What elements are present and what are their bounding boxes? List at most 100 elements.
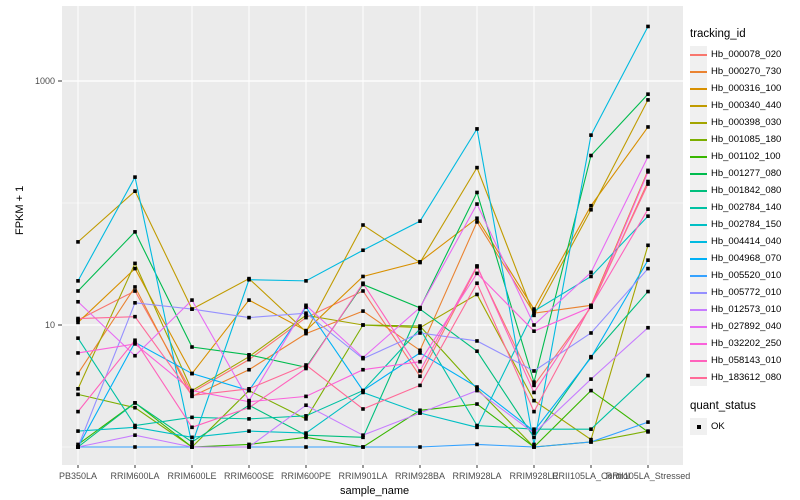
data-point	[475, 165, 479, 170]
data-point	[133, 301, 137, 305]
data-point	[532, 435, 536, 440]
data-point	[532, 442, 536, 447]
legend-item-label: Hb_058143_010	[711, 355, 782, 366]
data-point	[304, 417, 308, 421]
data-point	[589, 427, 593, 431]
data-point	[190, 298, 194, 302]
legend-key-swatch	[690, 267, 707, 284]
legend-item-Hb_001842_080: Hb_001842_080	[690, 182, 798, 199]
data-point	[76, 442, 80, 447]
data-point	[247, 445, 251, 449]
legend-item-Hb_000398_030: Hb_000398_030	[690, 114, 798, 131]
data-point	[304, 445, 308, 449]
data-point	[76, 240, 80, 244]
data-point	[304, 331, 308, 336]
data-point	[304, 305, 308, 309]
legend-item-Hb_002784_150: Hb_002784_150	[690, 216, 798, 233]
data-point	[247, 386, 251, 391]
data-point	[475, 339, 479, 343]
legend-item-Hb_000316_100: Hb_000316_100	[690, 80, 798, 97]
data-point	[190, 345, 194, 349]
data-point	[304, 433, 308, 437]
legend-entries: Hb_000078_020 Hb_000270_730 Hb_000316_100 H…	[690, 46, 798, 386]
data-point	[532, 323, 536, 327]
x-tick-label: RRIM600SE	[224, 471, 274, 481]
legend-item-Hb_005772_010: Hb_005772_010	[690, 284, 798, 301]
data-point	[418, 408, 422, 413]
data-point	[532, 398, 536, 403]
data-point	[646, 24, 650, 29]
data-point	[133, 425, 137, 430]
legend-key-swatch	[690, 284, 707, 301]
legend-color-line-icon	[690, 71, 707, 73]
legend-item-Hb_001277_080: Hb_001277_080	[690, 165, 798, 182]
data-point	[646, 258, 650, 262]
data-point	[589, 437, 593, 442]
data-point	[418, 260, 422, 265]
legend-item-label: Hb_012573_010	[711, 304, 782, 315]
legend-key-swatch	[690, 335, 707, 352]
data-point	[475, 271, 479, 276]
data-point	[247, 429, 251, 433]
legend-item-label: Hb_001102_100	[711, 151, 781, 162]
data-point	[532, 380, 536, 384]
data-point	[304, 311, 308, 315]
data-point	[133, 405, 137, 410]
legend-item-label: Hb_001277_080	[711, 168, 782, 179]
data-point	[361, 323, 365, 327]
data-point	[361, 435, 365, 440]
data-point	[76, 445, 80, 449]
legend-key-swatch	[690, 148, 707, 165]
data-point	[646, 207, 650, 211]
x-tick-label: RRIM901LA	[338, 471, 387, 481]
y-tick-label: 10	[45, 320, 55, 330]
data-point	[76, 279, 80, 283]
data-point	[361, 248, 365, 253]
data-point	[532, 329, 536, 333]
data-point	[76, 351, 80, 355]
panel-background	[62, 6, 683, 465]
legend-item-Hb_001085_180: Hb_001085_180	[690, 131, 798, 148]
x-tick-label: RRII105LA_Control	[552, 471, 630, 481]
legend-item-label: Hb_000316_100	[711, 83, 782, 94]
data-point	[646, 182, 650, 186]
data-point	[133, 338, 137, 343]
legend-key-swatch	[690, 46, 707, 63]
legend-item-label: Hb_004968_070	[711, 253, 782, 264]
data-point	[133, 289, 137, 293]
x-tick-label: RRIM600LA	[110, 471, 159, 481]
legend-item-Hb_012573_010: Hb_012573_010	[690, 301, 798, 318]
data-point	[589, 377, 593, 381]
data-point	[475, 216, 479, 221]
legend-color-line-icon	[690, 343, 707, 345]
legend-item-label: Hb_001085_180	[711, 134, 782, 145]
legend-color-line-icon	[690, 54, 707, 56]
data-point	[475, 220, 479, 224]
legend-item-Hb_000078_020: Hb_000078_020	[690, 46, 798, 63]
legend-item-label: Hb_000078_020	[711, 49, 782, 60]
data-point	[304, 363, 308, 367]
data-point	[532, 390, 536, 395]
data-point	[532, 311, 536, 315]
data-point	[190, 435, 194, 440]
legend-item-label: Hb_000398_030	[711, 117, 782, 128]
legend-item-Hb_004414_040: Hb_004414_040	[690, 233, 798, 250]
data-point	[646, 125, 650, 129]
data-point	[304, 414, 308, 418]
data-point	[646, 154, 650, 159]
data-point	[475, 349, 479, 353]
legend-color-line-icon	[690, 292, 707, 294]
x-tick-label: RRII105LA_Stressed	[606, 471, 691, 481]
legend-color-line-icon	[690, 139, 707, 141]
data-point	[133, 314, 137, 319]
data-point	[133, 342, 137, 346]
legend-color-line-icon	[690, 241, 707, 243]
data-point	[646, 170, 650, 174]
quant-legend-entries: OK	[690, 418, 798, 435]
data-point	[190, 388, 194, 393]
data-point	[76, 429, 80, 433]
legend-key-swatch	[690, 199, 707, 216]
data-point	[475, 425, 479, 430]
legend-item-Hb_058143_010: Hb_058143_010	[690, 352, 798, 369]
data-point	[361, 433, 365, 437]
